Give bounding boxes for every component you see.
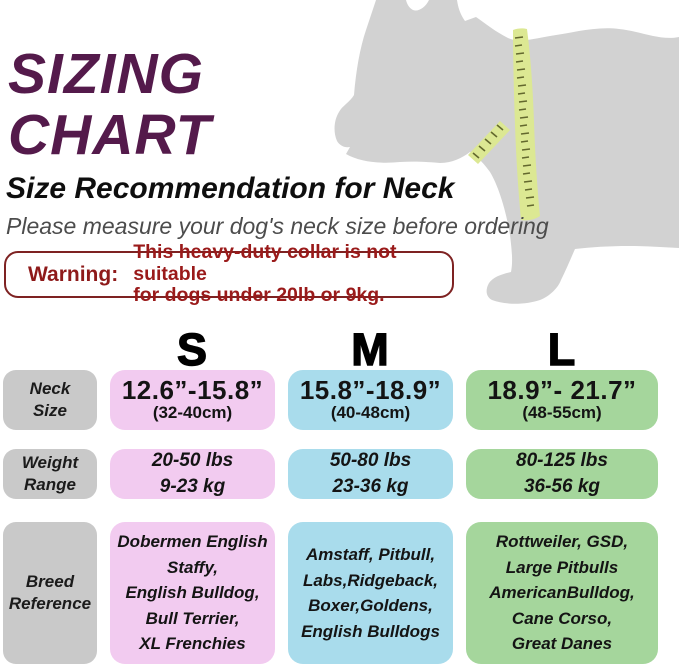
breed-reference-cell-s: Dobermen English Staffy, English Bulldog…: [110, 522, 275, 664]
neck-size-cell-m: 15.8”-18.9” (40-48cm): [288, 370, 453, 430]
breed-reference-row: Breed Reference Dobermen English Staffy,…: [3, 522, 658, 664]
dog-silhouette-svg: [334, 0, 679, 304]
neck-size-m-cm: (40-48cm): [330, 403, 411, 423]
weight-range-cell-l: 80-125 lbs 36-56 kg: [466, 449, 658, 499]
neck-size-l-cm: (48-55cm): [522, 403, 602, 423]
neck-size-cell-s: 12.6”-15.8” (32-40cm): [110, 370, 275, 430]
neck-size-s-cm: (32-40cm): [152, 403, 233, 423]
breed-list-s: Dobermen English Staffy, English Bulldog…: [117, 532, 268, 654]
breed-reference-row-label: Breed Reference: [3, 522, 97, 664]
weight-range-m: 50-80 lbs 23-36 kg: [329, 450, 412, 497]
size-header-m: M: [351, 323, 390, 375]
size-header-l: L: [547, 323, 577, 375]
neck-size-s-inches: 12.6”-15.8”: [121, 375, 264, 405]
neck-size-m-inches: 15.8”-18.9”: [299, 375, 442, 405]
breed-reference-cell-m: Amstaff, Pitbull, Labs,Ridgeback, Boxer,…: [288, 522, 453, 664]
page-subtitle: Size Recommendation for Neck: [6, 172, 455, 205]
breed-list-l: Rottweiler, GSD, Large Pitbulls American…: [489, 532, 635, 654]
neck-size-row: Neck Size 12.6”-15.8” (32-40cm) 15.8”-18…: [3, 370, 658, 430]
breed-list-m: Amstaff, Pitbull, Labs,Ridgeback, Boxer,…: [301, 545, 440, 641]
weight-range-row: Weight Range 20-50 lbs 9-23 kg 50-80 lbs…: [3, 449, 658, 499]
weight-range-row-label: Weight Range: [3, 449, 97, 499]
size-header-row: S M L: [3, 323, 658, 375]
warning-message: This heavy-duty collar is not suitable f…: [133, 240, 397, 307]
weight-range-s: 20-50 lbs 9-23 kg: [151, 450, 234, 497]
page-title: SIZING CHART: [8, 42, 212, 167]
measure-note: Please measure your dog's neck size befo…: [6, 213, 549, 239]
weight-range-cell-m: 50-80 lbs 23-36 kg: [288, 449, 453, 499]
dog-image: [330, 0, 679, 320]
neck-size-cell-l: 18.9”- 21.7” (48-55cm): [466, 370, 658, 430]
neck-size-row-label: Neck Size: [3, 370, 97, 430]
size-table: S M L Neck Size 12.6”-15.8” (32-40cm) 15…: [3, 323, 658, 664]
size-header-s: S: [176, 323, 208, 375]
warning-box: Warning: This heavy-duty collar is not s…: [4, 241, 454, 306]
breed-reference-cell-l: Rottweiler, GSD, Large Pitbulls American…: [466, 522, 658, 664]
weight-range-l: 80-125 lbs 36-56 kg: [516, 450, 608, 497]
warning-label: Warning:: [28, 262, 119, 286]
neck-size-l-inches: 18.9”- 21.7”: [487, 375, 637, 405]
measuring-tape-ticks: [472, 36, 535, 207]
dog-silhouette: [334, 0, 679, 304]
weight-range-cell-s: 20-50 lbs 9-23 kg: [110, 449, 275, 499]
